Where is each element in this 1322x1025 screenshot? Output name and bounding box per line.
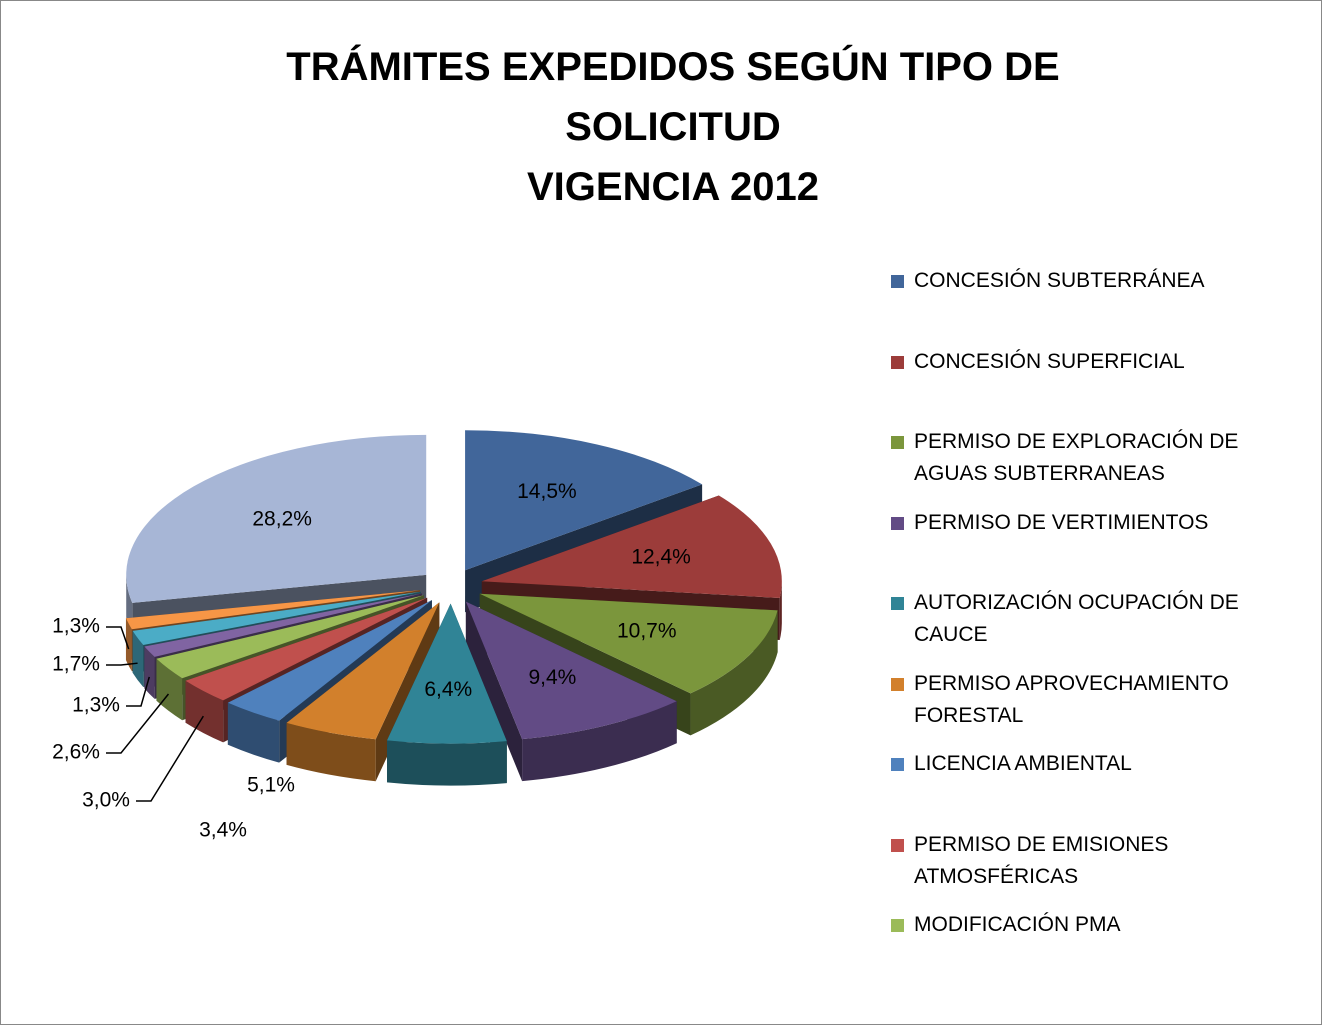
slice-side <box>522 701 677 782</box>
legend-entry: PERMISO DE EMISIONES ATMOSFÉRICAS <box>891 829 1311 893</box>
pie-slice <box>126 434 427 603</box>
pie-slice <box>132 591 421 645</box>
legend-swatch <box>891 838 904 852</box>
slice-side <box>185 680 224 743</box>
data-label: 6,4% <box>424 678 472 701</box>
legend-entry: AUTORIZACIÓN OCUPACIÓN DE CAUCE <box>891 587 1311 651</box>
legend-label: AUTORIZACIÓN OCUPACIÓN DE CAUCE <box>914 591 1239 646</box>
leader-line <box>136 715 204 802</box>
pie-slice <box>185 597 428 701</box>
data-label: 2,6% <box>52 741 100 764</box>
chart-title: TRÁMITES EXPEDIDOS SEGÚN TIPO DE SOLICIT… <box>286 45 1060 149</box>
data-label: 1,3% <box>72 694 120 717</box>
slice-side <box>386 740 507 786</box>
pie-slice <box>144 593 422 657</box>
legend-label: PERMISO DE EXPLORACIÓN DE AGUAS SUBTERRA… <box>914 430 1239 485</box>
data-label: 3,4% <box>199 819 247 842</box>
data-label: 10,7% <box>617 619 677 642</box>
legend-entry: PERMISO DE EXPLORACIÓN DE AGUAS SUBTERRA… <box>891 426 1311 490</box>
pie-slice <box>156 595 424 679</box>
data-label: 1,7% <box>52 653 100 676</box>
leader-line <box>106 662 138 666</box>
data-label: 5,1% <box>247 774 295 797</box>
legend-entry: PERMISO DE VERTIMIENTOS <box>891 507 1311 539</box>
legend-swatch <box>891 516 904 530</box>
legend-swatch <box>891 758 904 771</box>
slice-side <box>286 722 376 782</box>
legend-label: LICENCIA AMBIENTAL <box>914 752 1132 775</box>
slice-side <box>125 618 132 672</box>
legend-swatch <box>891 355 904 369</box>
legend-swatch <box>891 919 904 932</box>
slice-side <box>779 581 782 640</box>
pie-slice <box>125 590 420 630</box>
pie-slice <box>465 430 703 571</box>
leader-line <box>106 693 170 754</box>
data-label: 1,3% <box>52 615 100 638</box>
legend-label: CONCESIÓN SUPERFICIAL <box>914 349 1185 373</box>
legend-entry: CONCESIÓN SUBTERRÁNEA <box>891 265 1311 297</box>
slice-side <box>227 702 280 763</box>
legend-entry: PERMISO APROVECHAMIENTO FORESTAL <box>891 668 1311 732</box>
pie-slice <box>286 602 440 740</box>
legend-entry: LICENCIA AMBIENTAL <box>891 748 1311 780</box>
legend-label: PERMISO APROVECHAMIENTO FORESTAL <box>914 671 1229 727</box>
leader-line <box>106 626 130 650</box>
legend-label: PERMISO DE EMISIONES ATMOSFÉRICAS <box>914 832 1169 888</box>
legend-entry: MODIFICACIÓN PMA <box>891 909 1311 941</box>
legend-entry: CONCESIÓN SUPERFICIAL <box>891 346 1311 378</box>
legend-swatch <box>891 436 904 449</box>
pie-slice <box>227 600 432 721</box>
pie-area: 14,5% 12,4% 10,7% 9,4% 6,4% 5,1%3,4% 3,0% 2,6% 1… <box>52 430 782 842</box>
legend-swatch <box>891 677 904 691</box>
slice-cut-face <box>185 597 428 723</box>
data-label: 9,4% <box>528 666 576 689</box>
data-label: 14,5% <box>517 480 577 503</box>
slice-side <box>690 610 778 736</box>
slice-side <box>156 658 183 721</box>
leader-line <box>126 676 150 707</box>
legend-swatch <box>891 597 904 610</box>
pie-slice <box>481 495 782 598</box>
data-label: 12,4% <box>631 546 691 569</box>
slice-side <box>132 630 144 687</box>
slice-cut-face <box>465 601 523 782</box>
legend-label: CONCESIÓN SUBTERRÁNEA <box>914 269 1205 292</box>
pie-slice <box>386 603 507 744</box>
legend-swatch <box>891 275 904 288</box>
pie-slice <box>479 593 778 694</box>
pie-slice <box>465 601 677 740</box>
data-label: 3,0% <box>82 789 130 812</box>
legend-label: MODIFICACIÓN PMA <box>914 913 1121 936</box>
legend-label: PERMISO DE VERTIMIENTOS <box>914 510 1209 534</box>
data-label: 28,2% <box>252 508 312 531</box>
chart-subtitle: VIGENCIA 2012 <box>527 165 819 209</box>
chart-title-block: TRÁMITES EXPEDIDOS SEGÚN TIPO DE SOLICIT… <box>223 37 1123 217</box>
